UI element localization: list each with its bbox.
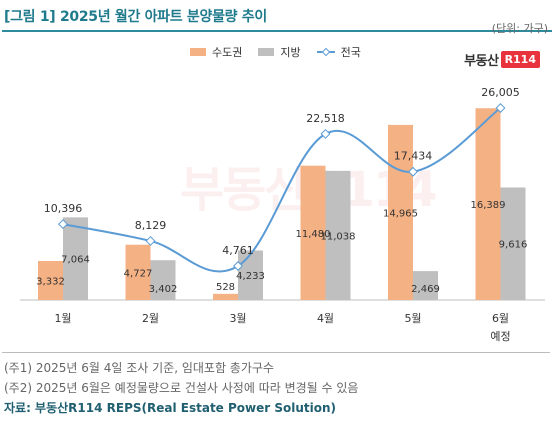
data-label-capital: 16,389 [471, 200, 506, 211]
note-2: (주2) 2025년 6월은 예정물량으로 건설사 사정에 따라 변경될 수 있… [4, 381, 359, 395]
bar-capital [475, 108, 501, 300]
legend-item-national: 전국 [316, 44, 361, 60]
legend-label-capital: 수도권 [212, 46, 243, 59]
bar-local [63, 217, 88, 300]
bar-local [500, 187, 526, 300]
plot-frame [2, 34, 550, 353]
bar-capital [300, 165, 326, 300]
data-label-national: 10,396 [44, 202, 83, 215]
data-label-national: 17,434 [394, 150, 433, 163]
data-label-local: 3,402 [149, 284, 178, 295]
legend-item-capital: 수도권 [190, 44, 242, 60]
point-national [495, 103, 506, 113]
logo-badge: R114 [500, 51, 540, 68]
legend-swatch-capital [190, 48, 206, 56]
data-label-local: 2,469 [411, 284, 440, 295]
point-national [145, 236, 156, 246]
data-label-capital: 3,332 [36, 277, 65, 288]
x-tick-label: 4월 [317, 312, 334, 325]
data-label-local: 9,616 [499, 240, 528, 251]
legend-item-local: 지방 [258, 44, 301, 60]
bar-local [413, 271, 438, 300]
x-tick-label: 예정 [490, 330, 510, 343]
bar-local [150, 260, 176, 300]
data-label-local: 4,233 [236, 271, 265, 282]
x-tick-label: 3월 [229, 312, 246, 325]
legend-swatch-national [316, 48, 335, 56]
notes: (주1) 2025년 6월 4일 조사 기준, 임대포함 총가구수 (주2) 2… [4, 358, 358, 418]
data-label-capital: 4,727 [124, 268, 153, 279]
data-label-national: 4,761 [222, 244, 254, 257]
point-national [233, 261, 243, 271]
data-label-capital: 14,965 [383, 208, 418, 219]
unit-label: (단위: 가구) [491, 22, 548, 35]
point-national [320, 128, 331, 139]
data-label-national: 26,005 [481, 86, 520, 99]
chart-title: [그림 1] 2025년 월간 아파트 분양물량 추이 [4, 9, 267, 25]
logo-text: 부동산 [464, 54, 499, 69]
data-label-local: 11,038 [321, 231, 356, 242]
data-label-local: 7,064 [61, 255, 90, 266]
bar-capital [213, 293, 238, 300]
x-tick-label: 2월 [142, 312, 159, 325]
brand-logo: 부동산 R114 [464, 50, 540, 69]
x-tick-label: 6월 [492, 312, 509, 325]
source-line: 자료: 부동산R114 REPS(Real Estate Power Solut… [4, 401, 337, 415]
legend: 수도권 지방 전국 [190, 44, 361, 60]
legend-label-national: 전국 [340, 46, 361, 59]
legend-swatch-local [258, 48, 275, 56]
title-divider [2, 30, 552, 32]
legend-label-local: 지방 [280, 46, 301, 59]
data-label-capital: 11,480 [296, 229, 331, 240]
point-national [408, 166, 418, 177]
bar-capital [125, 244, 151, 300]
x-tick-label: 5월 [404, 312, 421, 325]
bar-capital [388, 124, 413, 300]
bar-capital [38, 261, 63, 300]
note-1: (주1) 2025년 6월 4일 조사 기준, 임대포함 총가구수 [4, 361, 274, 375]
data-label-capital: 528 [216, 282, 235, 293]
bar-local [325, 170, 351, 300]
bar-local [238, 250, 263, 300]
point-national [58, 219, 68, 230]
data-label-national: 22,518 [306, 112, 345, 125]
x-tick-label: 1월 [54, 312, 71, 325]
data-label-national: 8,129 [135, 219, 167, 232]
